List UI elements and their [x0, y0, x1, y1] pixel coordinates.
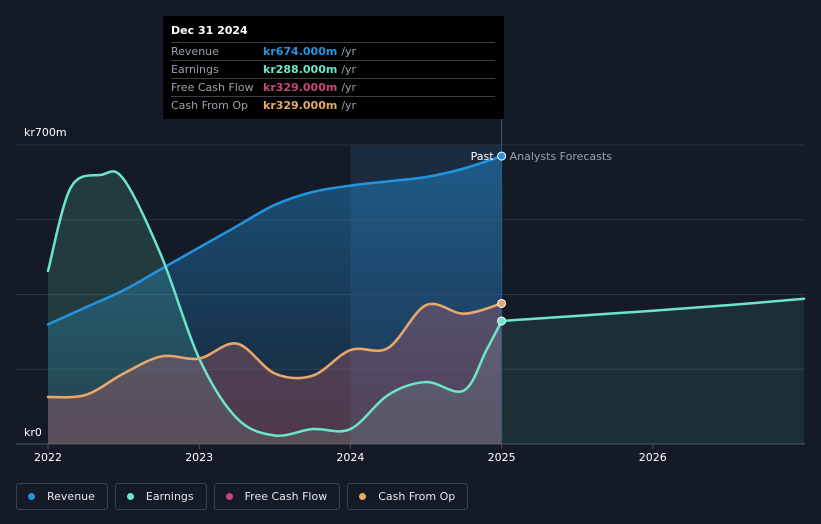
legend-item-earnings[interactable]: Earnings — [114, 483, 207, 510]
series-markers — [497, 151, 507, 326]
revenue-marker — [497, 151, 507, 161]
x-tick-label: 2026 — [639, 451, 667, 464]
tooltip: Dec 31 2024 Revenue kr674.000m /yr Earni… — [163, 16, 504, 119]
y-axis-label-top: kr700m — [24, 126, 67, 139]
tooltip-label: Revenue — [171, 45, 219, 58]
earnings-marker — [497, 316, 507, 326]
past-label: Past — [471, 150, 495, 163]
legend-label: Free Cash Flow — [244, 490, 328, 503]
cash-from-op-dot-icon — [359, 493, 367, 500]
forecast-label: Analysts Forecasts — [510, 150, 613, 163]
tooltip-unit: /yr — [341, 99, 357, 112]
revenue-line — [46, 154, 503, 326]
tooltip-label: Cash From Op — [171, 99, 249, 112]
tooltip-unit: /yr — [341, 63, 357, 76]
x-axis-ticks: 2022 2023 2024 2025 2026 — [34, 444, 667, 464]
series-areas — [48, 156, 804, 444]
x-tick-label: 2024 — [336, 451, 364, 464]
tooltip-date: Dec 31 2024 — [171, 24, 248, 37]
legend: Revenue Earnings Free Cash Flow Cash Fro… — [16, 483, 469, 510]
tooltip-value: kr329.000m — [263, 81, 338, 94]
legend-label: Earnings — [145, 490, 194, 503]
free-cash-flow-dot-icon — [225, 493, 233, 500]
legend-item-cash-from-op[interactable]: Cash From Op — [347, 483, 469, 510]
cash-from-op-line — [46, 302, 503, 399]
tooltip-row-cash-from-op: Cash From Op kr329.000m /yr — [171, 96, 495, 114]
tooltip-label: Free Cash Flow — [171, 81, 254, 94]
legend-item-free-cash-flow[interactable]: Free Cash Flow — [213, 483, 341, 510]
revenue-forecast-line — [500, 297, 806, 323]
tooltip-value: kr674.000m — [263, 45, 338, 58]
tooltip-unit: /yr — [341, 81, 357, 94]
cash-from-op-marker — [497, 298, 507, 308]
tooltip-row-earnings: Earnings kr288.000m /yr — [171, 60, 495, 78]
revenue-forecast-area — [501, 298, 804, 444]
series-lines — [46, 154, 806, 437]
tooltip-unit: /yr — [341, 45, 357, 58]
tooltip-value: kr329.000m — [263, 99, 338, 112]
x-tick-label: 2025 — [488, 451, 516, 464]
revenue-dot-icon — [28, 493, 35, 500]
tooltip-row-revenue: Revenue kr674.000m /yr — [171, 42, 495, 60]
tooltip-value: kr288.000m — [263, 63, 338, 76]
revenue-area — [48, 156, 502, 444]
chart-canvas: kr700m kr0 2022 2023 2024 2025 2026 Past Ana… — [16, 119, 806, 464]
tooltip-label: Earnings — [171, 63, 219, 76]
y-axis-label-bottom: kr0 — [24, 426, 42, 439]
tooltip-row-free-cash-flow: Free Cash Flow kr329.000m /yr — [171, 78, 495, 96]
earnings-area — [48, 171, 502, 444]
legend-label: Revenue — [47, 490, 95, 503]
x-tick-label: 2022 — [34, 451, 62, 464]
earnings-line — [46, 170, 503, 437]
earnings-dot-icon — [126, 493, 134, 500]
legend-item-revenue[interactable]: Revenue — [16, 483, 108, 510]
legend-label: Cash From Op — [378, 490, 456, 503]
x-tick-label: 2023 — [185, 451, 213, 464]
